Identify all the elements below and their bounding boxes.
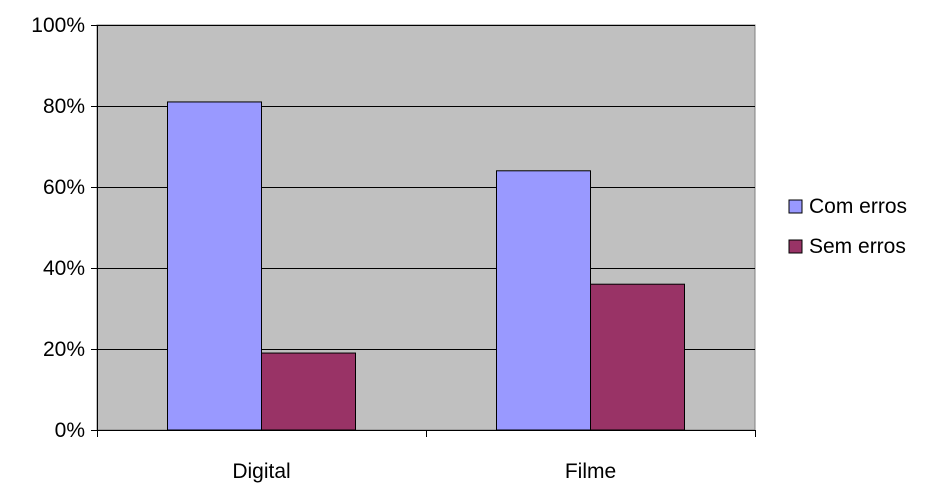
y-axis-tick-labels: 0% 20% 40% 60% 80% 100% — [31, 14, 85, 442]
legend-label: Com erros — [809, 195, 907, 218]
legend: Com erros Sem erros — [788, 195, 907, 258]
bar-com-erros-digital — [167, 101, 262, 431]
bar-sem-erros-filme — [590, 283, 685, 431]
x-axis-tick-labels: Digital Filme — [232, 460, 616, 483]
y-tick-label: 40% — [43, 257, 85, 280]
y-tick-label: 100% — [31, 14, 85, 37]
y-tick-label: 20% — [43, 338, 85, 361]
x-tick-label: Filme — [565, 460, 616, 483]
x-tick-label: Digital — [232, 460, 290, 483]
legend-label: Sem erros — [809, 235, 906, 258]
y-tick-label: 80% — [43, 95, 85, 118]
legend-swatch — [788, 239, 803, 254]
legend-swatch — [788, 199, 803, 214]
bar-com-erros-filme — [496, 170, 591, 431]
axes — [91, 25, 756, 437]
y-tick-label: 0% — [55, 419, 85, 442]
bars — [167, 101, 685, 431]
y-tick-label: 60% — [43, 176, 85, 199]
bar-sem-erros-digital — [261, 352, 356, 431]
